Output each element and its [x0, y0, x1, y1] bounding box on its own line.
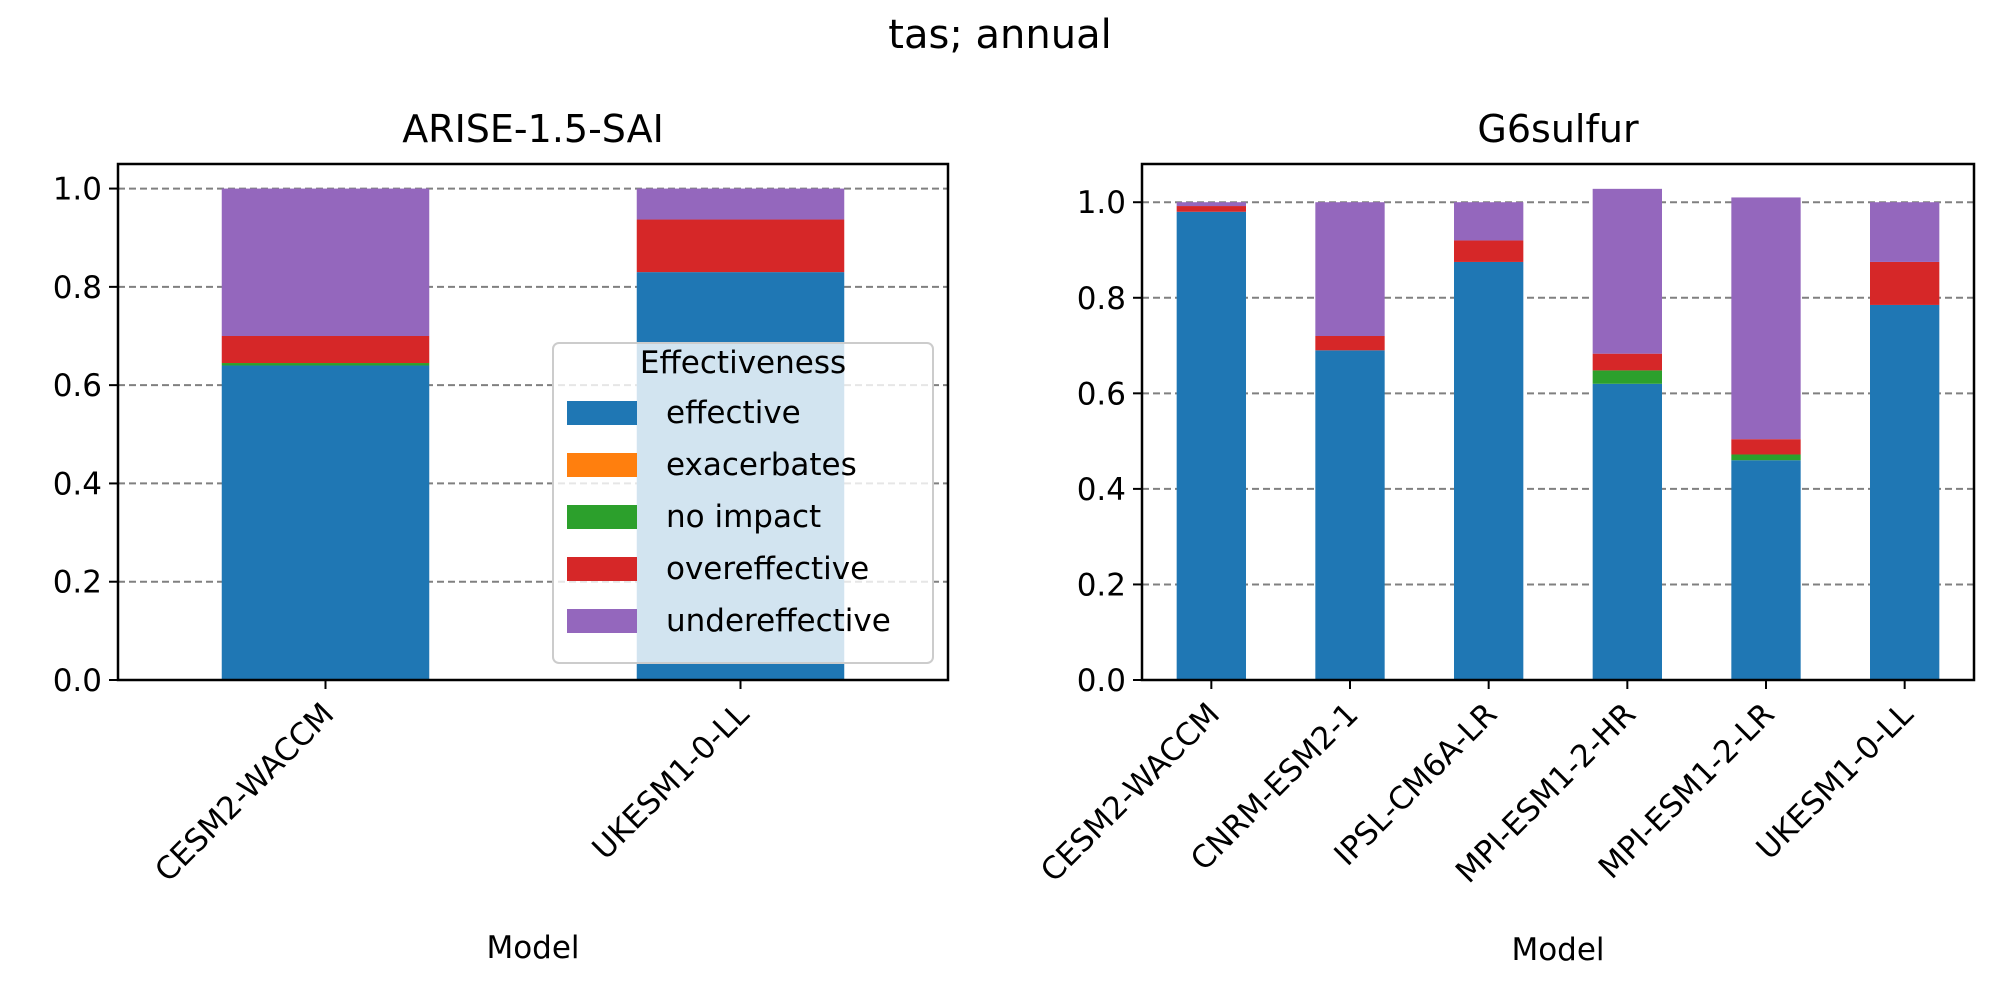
legend-label: overeffective: [666, 551, 869, 587]
y-tick-label: 0.4: [1077, 472, 1126, 508]
legend-box: [552, 342, 934, 664]
bar-segment-undereffective: [1454, 202, 1524, 241]
y-tick-label: 0.8: [1077, 281, 1126, 317]
legend-label: no impact: [666, 499, 821, 535]
axes-frame: [1140, 162, 1976, 682]
legend: Effectiveness effective exacerbates no impa…: [552, 342, 934, 664]
bar-segment-effective: [1176, 211, 1246, 680]
x-axis-label: Model: [1511, 932, 1604, 968]
legend-swatch-overeffective: [567, 557, 637, 581]
y-tick-label: 0.8: [53, 270, 102, 306]
y-tick-label: 0.2: [53, 565, 102, 601]
bar-segment-overeffective: [1731, 439, 1801, 455]
bar-segment-overeffective: [1315, 336, 1385, 351]
legend-swatch-effective: [567, 401, 637, 425]
bar-segment-no-impact: [221, 363, 430, 366]
bar-segment-no-impact: [1731, 454, 1801, 461]
bar-segment-no-impact: [1592, 370, 1662, 384]
y-tick-label: 0.6: [1077, 376, 1126, 412]
legend-swatch-undereffective: [567, 609, 637, 633]
y-tick-label: 0.6: [53, 368, 102, 404]
bar-segment-overeffective: [1454, 240, 1524, 262]
bar-segment-overeffective: [221, 336, 430, 364]
x-tick-label: CESM2-WACCM: [148, 696, 341, 889]
figure-title: tas; annual: [888, 12, 1111, 58]
y-tick-label: 0.2: [1077, 567, 1126, 603]
axes-frame: [116, 162, 950, 682]
bar-segment-effective: [221, 365, 430, 680]
legend-label: exacerbates: [666, 447, 857, 483]
panel-title: ARISE-1.5-SAI: [402, 107, 664, 151]
panel-title: G6sulfur: [1477, 107, 1639, 151]
bar-segment-undereffective: [636, 188, 845, 220]
legend-title: Effectiveness: [640, 345, 846, 381]
bar-segment-effective: [1592, 383, 1662, 680]
y-tick-label: 0.0: [1077, 663, 1126, 699]
y-tick-label: 1.0: [53, 172, 102, 208]
bar-segment-overeffective: [1870, 261, 1940, 305]
bar-segment-undereffective: [1592, 188, 1662, 354]
panel-g6sulfur: 0.00.20.40.60.81.0CESM2-WACCMCNRM-ESM2-1…: [1034, 107, 1976, 968]
bar-segment-overeffective: [636, 219, 845, 273]
legend-swatch-no-impact: [567, 505, 637, 529]
bar-segment-effective: [1315, 350, 1385, 680]
x-axis-label: Model: [486, 930, 579, 966]
bar-segment-effective: [1870, 304, 1940, 680]
x-tick-label: UKESM1-0-LL: [585, 696, 756, 867]
bar-segment-overeffective: [1176, 206, 1246, 212]
y-tick-label: 0.0: [53, 663, 102, 699]
bar-segment-undereffective: [221, 188, 430, 336]
bar-segment-undereffective: [1870, 202, 1940, 262]
y-tick-label: 1.0: [1077, 185, 1126, 221]
bar-segment-undereffective: [1731, 197, 1801, 440]
bar-segment-effective: [1731, 460, 1801, 680]
y-tick-label: 0.4: [53, 466, 102, 502]
bar-segment-effective: [1454, 261, 1524, 680]
legend-label: undereffective: [666, 603, 891, 639]
legend-swatch-exacerbates: [567, 453, 637, 477]
legend-label: effective: [666, 395, 801, 431]
bar-segment-overeffective: [1592, 353, 1662, 371]
bar-segment-undereffective: [1176, 202, 1246, 207]
bar-segment-undereffective: [1315, 202, 1385, 336]
